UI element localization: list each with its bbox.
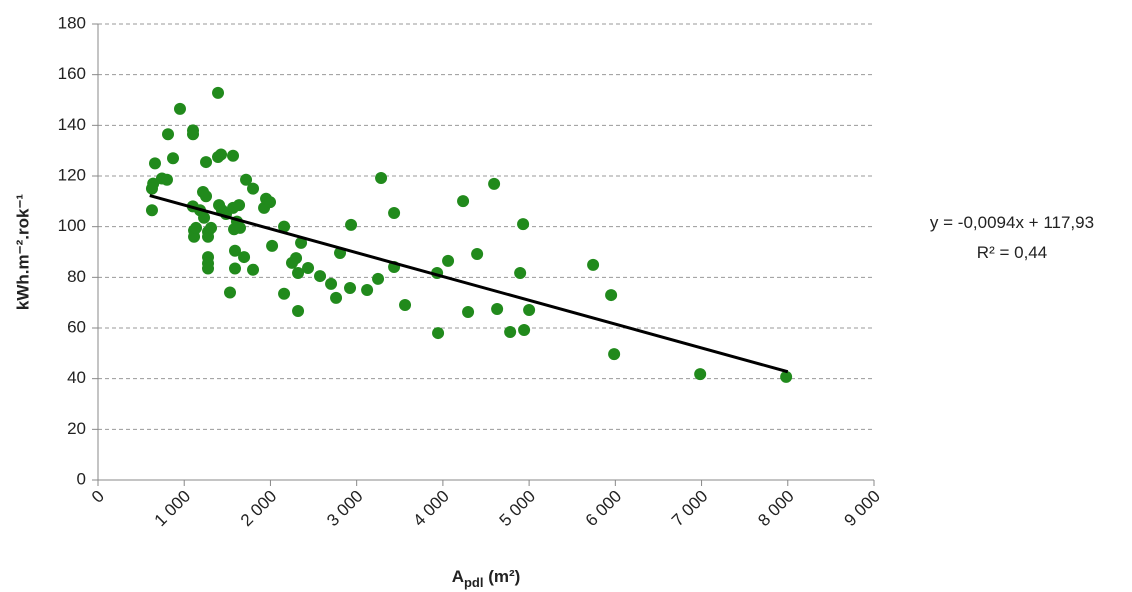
- point: [523, 304, 536, 317]
- point: [471, 248, 484, 261]
- point: [200, 156, 213, 169]
- x-tick-label: 3 000: [323, 487, 367, 531]
- x-axis-title-rest: (m²): [483, 567, 520, 586]
- point: [292, 305, 305, 318]
- y-tick-label: 0: [77, 469, 86, 488]
- point: [215, 148, 228, 161]
- x-tick-label: 1 000: [151, 487, 195, 531]
- point: [587, 258, 600, 271]
- x-tick-label: 5 000: [496, 487, 540, 531]
- point: [345, 218, 358, 231]
- point: [173, 102, 186, 115]
- point: [190, 221, 203, 234]
- trendline: [149, 194, 789, 374]
- point: [227, 149, 240, 162]
- x-tick-label: 6 000: [582, 487, 626, 531]
- trendline-r2: R² = 0,44: [977, 243, 1047, 262]
- point: [605, 289, 618, 302]
- point: [266, 239, 279, 252]
- point: [388, 206, 401, 219]
- y-tick-label: 140: [58, 115, 86, 134]
- x-axis-title: Apdl (m²): [452, 567, 521, 590]
- point: [145, 204, 158, 217]
- x-axis-title-main: A: [452, 567, 464, 586]
- point: [361, 284, 374, 296]
- x-tick-label: 4 000: [409, 487, 453, 531]
- point: [608, 348, 621, 361]
- point: [264, 196, 277, 209]
- y-tick-label: 60: [67, 317, 86, 336]
- point: [457, 195, 470, 208]
- point: [290, 252, 303, 265]
- point: [167, 152, 180, 165]
- y-tick-label: 40: [67, 368, 86, 387]
- y-tick-label: 180: [58, 13, 86, 32]
- point: [694, 368, 707, 381]
- point: [517, 218, 530, 231]
- y-tick-label: 120: [58, 165, 86, 184]
- point: [462, 306, 475, 319]
- point: [278, 287, 291, 300]
- x-tick-label: 9 000: [840, 487, 884, 531]
- point: [372, 272, 385, 285]
- point: [145, 182, 158, 195]
- point: [344, 281, 357, 294]
- point: [518, 324, 531, 337]
- point: [375, 172, 388, 185]
- point: [295, 236, 308, 249]
- point: [160, 173, 173, 186]
- point: [302, 261, 315, 274]
- point: [202, 262, 215, 275]
- y-tick-label: 160: [58, 64, 86, 83]
- x-tick-label: 8 000: [754, 487, 798, 531]
- point: [238, 251, 251, 264]
- point: [162, 128, 175, 141]
- point: [514, 267, 527, 280]
- x-tick-label: 2 000: [237, 487, 281, 531]
- x-axis-title-sub: pdl: [464, 575, 484, 590]
- x-tick-label: 0: [88, 487, 108, 507]
- point: [780, 370, 793, 383]
- point: [187, 128, 200, 141]
- point: [504, 326, 517, 339]
- point: [205, 221, 218, 234]
- y-tick-label: 80: [67, 267, 86, 286]
- point: [292, 267, 305, 280]
- point: [233, 199, 246, 212]
- point: [399, 298, 412, 311]
- point: [229, 244, 242, 257]
- point: [491, 303, 504, 315]
- y-tick-label: 100: [58, 216, 86, 235]
- point: [224, 286, 237, 299]
- point: [247, 182, 260, 195]
- x-tick-label: 7 000: [668, 487, 712, 531]
- point: [148, 157, 161, 170]
- point: [442, 254, 455, 267]
- point: [247, 263, 260, 276]
- point: [278, 220, 291, 233]
- point: [240, 173, 253, 186]
- y-axis-title: kWh.m⁻².rok⁻¹: [13, 194, 32, 311]
- point: [200, 190, 213, 203]
- point: [212, 86, 225, 99]
- point: [330, 291, 343, 304]
- point: [234, 221, 247, 234]
- point: [325, 277, 338, 290]
- trendline-equation: y = -0,0094x + 117,93: [930, 213, 1094, 232]
- point: [229, 262, 242, 275]
- y-tick-label: 20: [67, 419, 86, 438]
- point: [432, 327, 445, 340]
- point: [198, 211, 211, 224]
- point: [314, 270, 327, 283]
- point: [488, 177, 501, 190]
